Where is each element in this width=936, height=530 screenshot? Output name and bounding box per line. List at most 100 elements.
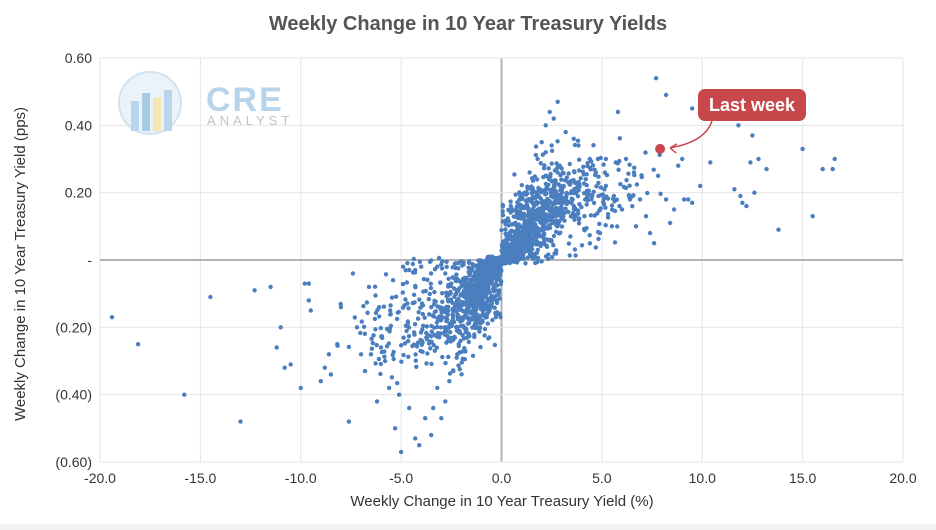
data-point bbox=[464, 292, 470, 298]
data-point bbox=[466, 259, 472, 264]
data-point bbox=[569, 196, 574, 201]
data-point bbox=[627, 197, 633, 202]
data-point bbox=[515, 231, 520, 236]
data-point bbox=[544, 243, 549, 248]
data-point bbox=[374, 342, 379, 348]
data-point bbox=[405, 319, 411, 324]
data-point bbox=[476, 268, 481, 273]
data-point bbox=[663, 197, 669, 202]
data-point bbox=[459, 360, 464, 365]
data-point bbox=[530, 226, 536, 232]
data-point bbox=[614, 197, 619, 202]
data-point bbox=[492, 342, 498, 348]
data-point bbox=[593, 170, 599, 175]
y-tick-label: 0.60 bbox=[65, 50, 92, 66]
data-point bbox=[464, 327, 469, 332]
data-point bbox=[750, 133, 755, 138]
data-point bbox=[388, 303, 393, 308]
data-point bbox=[420, 340, 425, 345]
data-point bbox=[518, 243, 523, 248]
data-point bbox=[362, 368, 368, 374]
data-point bbox=[459, 372, 464, 377]
data-point bbox=[499, 248, 504, 253]
data-point bbox=[461, 323, 466, 329]
data-point bbox=[490, 317, 495, 323]
data-point bbox=[483, 287, 488, 292]
data-point bbox=[643, 214, 649, 219]
data-point bbox=[446, 337, 451, 343]
data-point bbox=[539, 140, 544, 145]
y-tick-label: - bbox=[87, 252, 92, 268]
data-point bbox=[376, 356, 382, 362]
data-point bbox=[550, 255, 555, 260]
data-point bbox=[545, 174, 550, 180]
data-point bbox=[492, 305, 497, 310]
data-point bbox=[437, 305, 442, 310]
data-point bbox=[603, 223, 608, 228]
data-point bbox=[412, 322, 418, 327]
data-point bbox=[400, 264, 406, 269]
data-point bbox=[453, 292, 458, 297]
data-point bbox=[451, 368, 456, 374]
data-point bbox=[482, 279, 487, 284]
data-point bbox=[401, 352, 406, 358]
data-point bbox=[690, 106, 695, 111]
data-point bbox=[378, 345, 384, 350]
data-point bbox=[551, 201, 557, 207]
data-point bbox=[454, 324, 459, 330]
data-point bbox=[419, 301, 425, 306]
data-point bbox=[566, 241, 572, 246]
data-point bbox=[436, 255, 442, 261]
data-point bbox=[521, 251, 526, 256]
data-point bbox=[542, 163, 547, 168]
x-tick-label: 10.0 bbox=[689, 470, 716, 486]
data-point bbox=[562, 218, 567, 223]
data-point bbox=[541, 227, 546, 232]
data-point bbox=[445, 317, 450, 322]
data-point bbox=[318, 379, 323, 384]
data-point bbox=[450, 319, 455, 325]
data-point bbox=[551, 116, 556, 121]
data-point bbox=[358, 352, 364, 357]
data-point bbox=[361, 324, 367, 329]
data-point bbox=[424, 324, 429, 329]
data-point bbox=[388, 312, 393, 317]
data-point bbox=[516, 226, 521, 231]
data-point bbox=[489, 298, 494, 304]
data-point bbox=[554, 248, 559, 253]
data-point bbox=[590, 163, 596, 168]
data-point bbox=[456, 363, 461, 368]
callout-box bbox=[698, 89, 806, 121]
data-point bbox=[368, 352, 374, 357]
data-point bbox=[498, 267, 504, 272]
data-point bbox=[423, 416, 428, 421]
data-point bbox=[500, 204, 506, 209]
data-point bbox=[634, 182, 640, 187]
data-point bbox=[308, 308, 313, 313]
data-point bbox=[478, 288, 484, 293]
data-point bbox=[389, 375, 395, 380]
data-point bbox=[455, 317, 461, 322]
data-point bbox=[443, 360, 448, 366]
data-point bbox=[630, 204, 635, 209]
data-point bbox=[520, 236, 525, 241]
data-point bbox=[467, 272, 472, 278]
data-point bbox=[450, 312, 455, 317]
data-point bbox=[451, 306, 456, 311]
data-point bbox=[459, 349, 465, 354]
data-point bbox=[500, 209, 505, 214]
data-point bbox=[466, 339, 471, 345]
data-point bbox=[686, 197, 691, 202]
data-point bbox=[484, 314, 489, 320]
data-point bbox=[346, 419, 352, 424]
data-point bbox=[451, 286, 457, 291]
data-point bbox=[479, 313, 485, 318]
data-point bbox=[431, 314, 437, 319]
data-point bbox=[372, 284, 378, 289]
data-point bbox=[460, 356, 465, 361]
data-point bbox=[525, 233, 530, 239]
data-point bbox=[494, 312, 499, 318]
data-point bbox=[527, 170, 532, 175]
data-point bbox=[496, 272, 501, 277]
data-point bbox=[350, 271, 356, 276]
